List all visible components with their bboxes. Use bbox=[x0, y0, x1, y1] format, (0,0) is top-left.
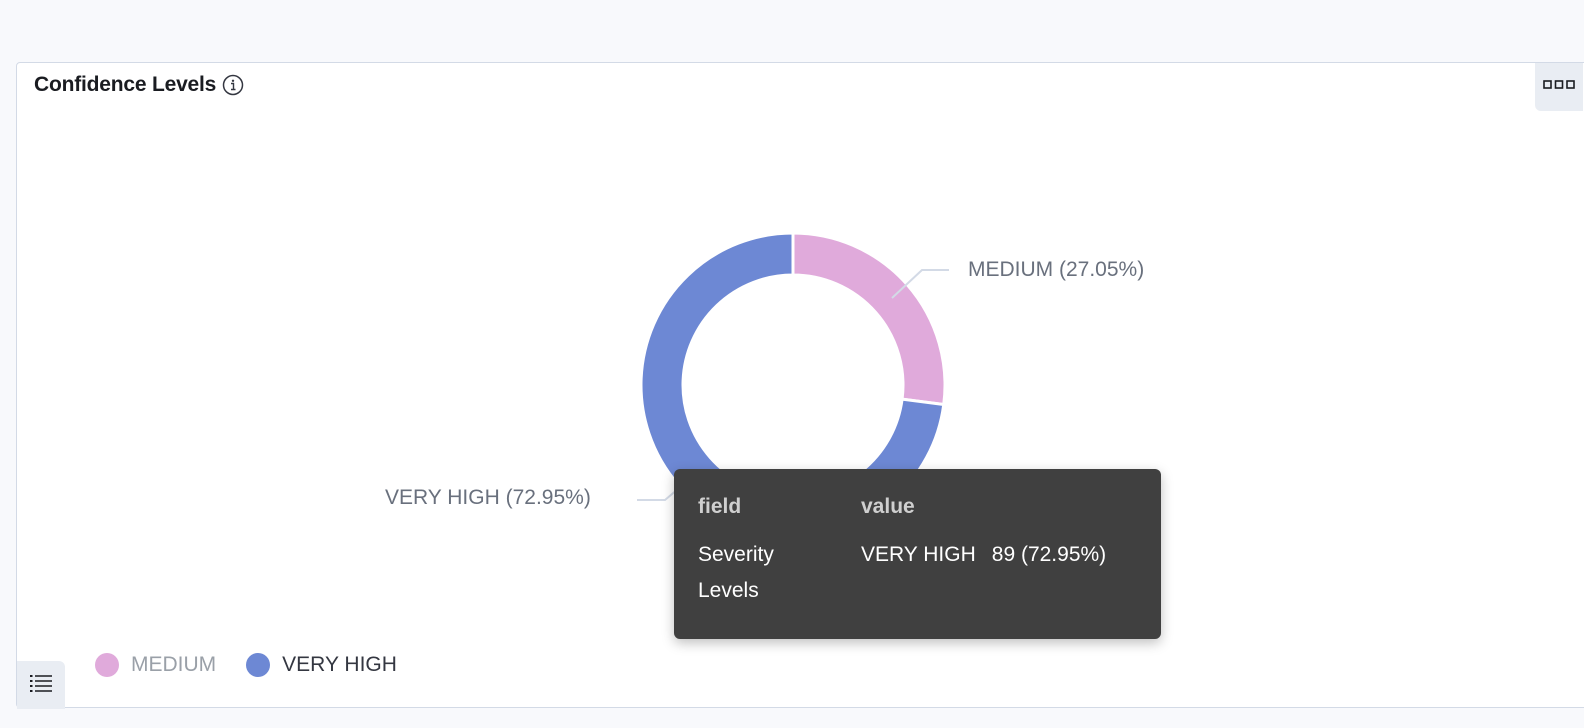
panel-header: Confidence Levels bbox=[34, 73, 244, 97]
tooltip-header-value: value bbox=[861, 495, 915, 518]
panel-options-button[interactable] bbox=[1535, 63, 1583, 111]
tooltip-value-count: 89 (72.95%) bbox=[991, 543, 1107, 566]
tooltip-value: VERY HIGH 89 (72.95%) bbox=[861, 537, 1137, 609]
list-icon bbox=[28, 672, 54, 699]
donut-slice-medium[interactable] bbox=[791, 231, 947, 407]
leader-line-medium bbox=[891, 269, 949, 299]
legend-dot-very-high bbox=[246, 653, 271, 677]
chart-legend: MEDIUM VERY HIGH bbox=[95, 653, 397, 677]
visualization-panel: Confidence Levels MEDIUM (27.05%) VERY H… bbox=[16, 62, 1584, 709]
legend-toggle-button[interactable] bbox=[17, 661, 65, 709]
panel-title: Confidence Levels bbox=[34, 73, 217, 96]
chart-tooltip: field value Severity Levels VERY HIGH 89… bbox=[674, 469, 1161, 639]
tooltip-header-field: field bbox=[698, 495, 742, 518]
slice-label-very-high: VERY HIGH (72.95%) bbox=[385, 486, 591, 509]
tooltip-value-label: VERY HIGH bbox=[861, 543, 976, 566]
legend-label-medium: MEDIUM bbox=[131, 653, 217, 676]
tooltip-field: Severity Levels bbox=[698, 543, 774, 602]
legend-item-very-high[interactable]: VERY HIGH bbox=[246, 653, 397, 677]
ellipsis-icon bbox=[1542, 78, 1576, 96]
legend-dot-medium bbox=[95, 653, 119, 677]
info-icon[interactable] bbox=[222, 74, 244, 96]
legend-label-very-high: VERY HIGH bbox=[282, 653, 397, 676]
slice-label-medium: MEDIUM (27.05%) bbox=[968, 258, 1145, 281]
legend-item-medium[interactable]: MEDIUM bbox=[95, 653, 216, 677]
